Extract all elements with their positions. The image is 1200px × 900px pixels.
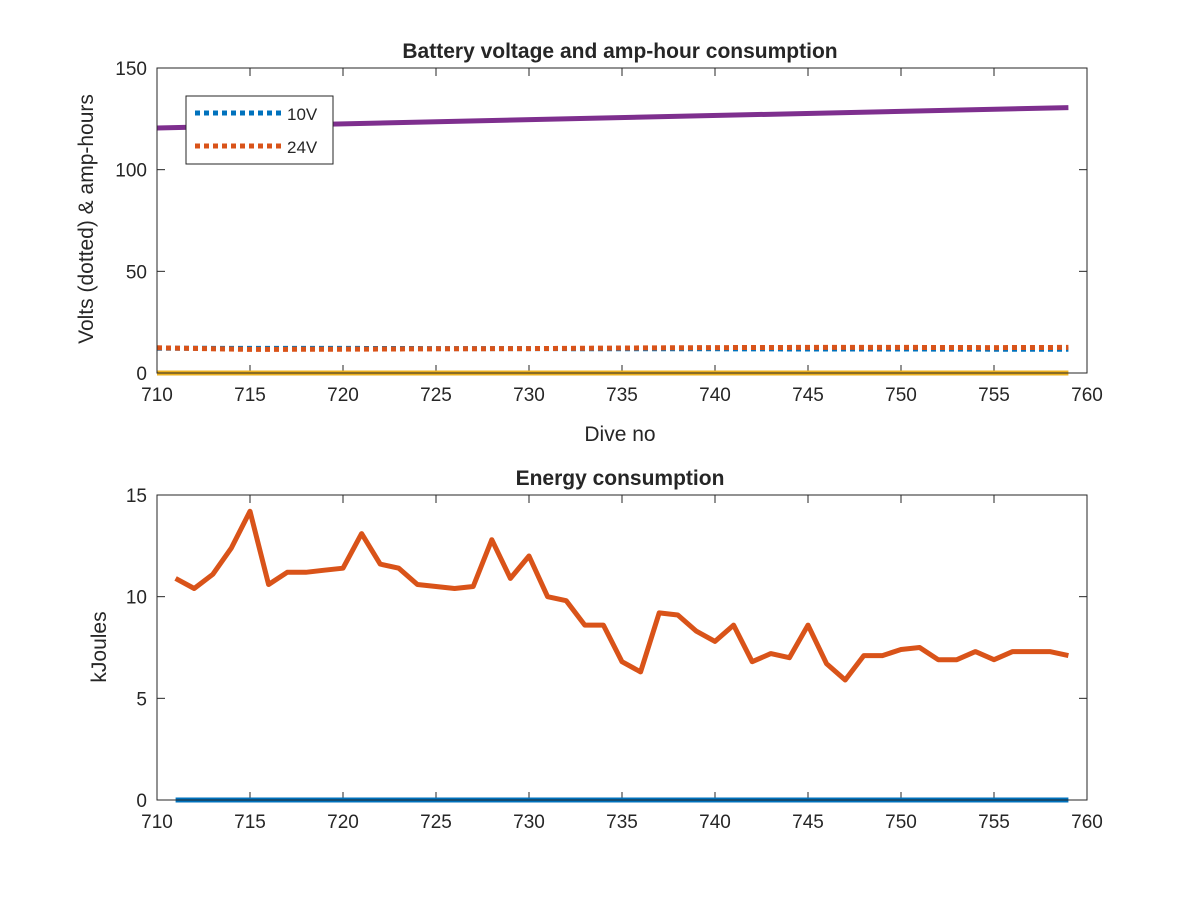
top-xtick-label: 720 xyxy=(327,385,359,406)
top-ytick-label: 100 xyxy=(115,161,147,182)
top-chart-ticks: 710 715 720 725 730 735 740 745 750 755 760 0 50 100 1… xyxy=(115,59,1103,406)
top-chart-title: Battery voltage and amp-hour consumption xyxy=(402,40,837,63)
bottom-xtick-label: 760 xyxy=(1071,812,1103,833)
top-series-line-1 xyxy=(156,344,1069,352)
top-xtick-label: 750 xyxy=(885,385,917,406)
top-ytick-label: 50 xyxy=(126,262,147,283)
energy-axes: Energy consumption kJoules 710 715 720 725 7… xyxy=(88,467,1103,833)
top-chart-ylabel: Volts (dotted) & amp-hours xyxy=(75,94,98,344)
bottom-xtick-label: 745 xyxy=(792,812,824,833)
bottom-ytick-label: 10 xyxy=(126,588,147,609)
top-xtick-label: 745 xyxy=(792,385,824,406)
legend-label-10v: 10V xyxy=(287,105,318,124)
bottom-xtick-label: 740 xyxy=(699,812,731,833)
legend-label-24v: 24V xyxy=(287,138,318,157)
top-ytick-label: 150 xyxy=(115,59,147,80)
bottom-ytick-label: 0 xyxy=(136,791,147,812)
top-xtick-label: 740 xyxy=(699,385,731,406)
bottom-xtick-label: 715 xyxy=(234,812,266,833)
top-xtick-label: 725 xyxy=(420,385,452,406)
bottom-xtick-label: 710 xyxy=(141,812,173,833)
top-chart-xlabel: Dive no xyxy=(584,423,655,446)
top-xtick-label: 755 xyxy=(978,385,1010,406)
voltage-amphour-axes: Battery voltage and amp-hour consumption… xyxy=(75,40,1103,446)
legend-box xyxy=(185,95,334,165)
bottom-ytick-label: 15 xyxy=(126,486,147,507)
top-xtick-label: 730 xyxy=(513,385,545,406)
top-ytick-label: 0 xyxy=(136,364,147,385)
bottom-xtick-label: 735 xyxy=(606,812,638,833)
top-xtick-label: 715 xyxy=(234,385,266,406)
bottom-xtick-label: 755 xyxy=(978,812,1010,833)
bottom-ytick-label: 5 xyxy=(136,689,147,710)
bottom-xtick-label: 730 xyxy=(513,812,545,833)
bottom-chart-ylabel: kJoules xyxy=(88,611,111,682)
top-xtick-label: 760 xyxy=(1071,385,1103,406)
bottom-chart-frame xyxy=(156,494,1088,801)
bottom-chart-title: Energy consumption xyxy=(516,467,725,490)
bottom-xtick-label: 750 xyxy=(885,812,917,833)
legend: 10V 24V xyxy=(185,95,334,165)
bottom-chart-ticks: 710 715 720 725 730 735 740 745 750 755 760 0 5 10 15 xyxy=(126,486,1103,833)
top-xtick-label: 735 xyxy=(606,385,638,406)
top-chart-frame xyxy=(156,67,1088,374)
top-xtick-label: 710 xyxy=(141,385,173,406)
bottom-xtick-label: 720 xyxy=(327,812,359,833)
bottom-series-line-0 xyxy=(174,508,1069,683)
bottom-xtick-label: 725 xyxy=(420,812,452,833)
